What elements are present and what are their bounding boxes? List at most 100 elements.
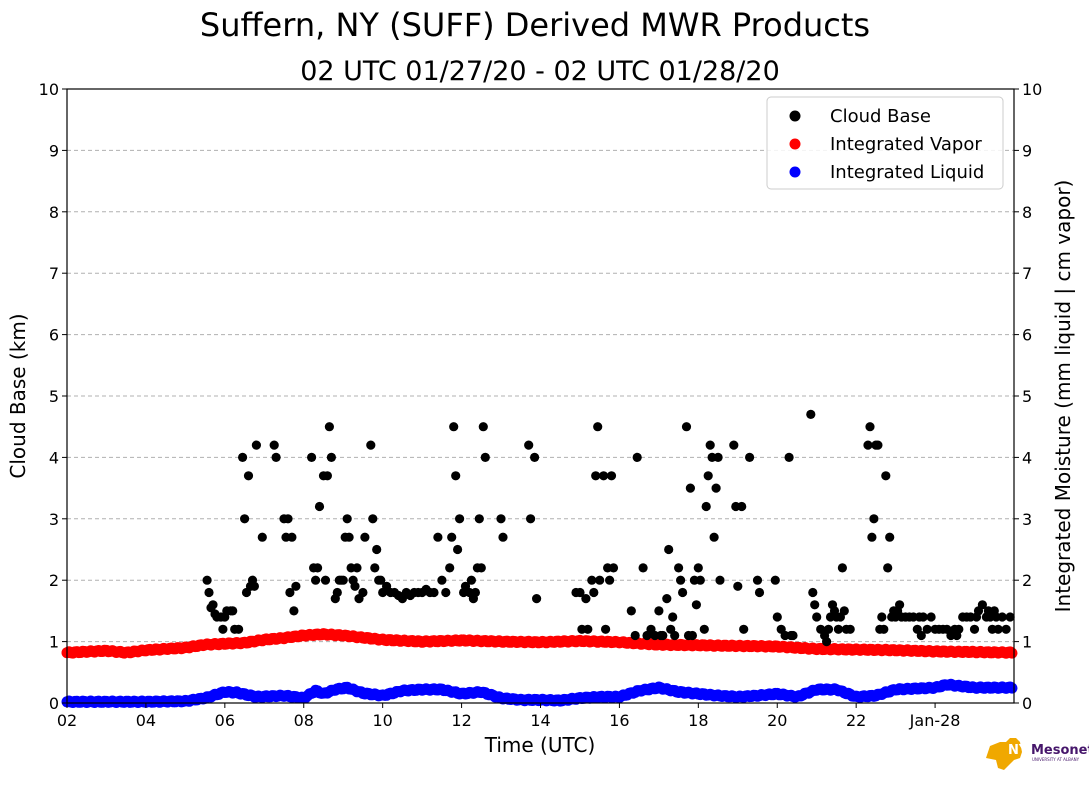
data-point — [739, 624, 749, 634]
data-point — [445, 563, 455, 573]
data-point — [699, 624, 709, 634]
data-point — [466, 575, 476, 585]
data-point — [240, 514, 250, 524]
data-point — [670, 630, 680, 641]
data-point — [358, 587, 368, 598]
chart-subtitle: 02 UTC 01/27/20 - 02 UTC 01/28/20 — [300, 56, 780, 87]
y-tick-label-right: 3 — [1022, 510, 1032, 529]
data-point — [599, 471, 609, 481]
data-point — [249, 581, 259, 591]
data-point — [993, 624, 1003, 634]
y-tick-label-right: 7 — [1022, 264, 1032, 283]
data-point — [808, 587, 818, 598]
data-point — [433, 532, 443, 542]
data-point — [575, 587, 585, 598]
data-point — [676, 575, 686, 585]
data-point — [638, 563, 648, 573]
x-tick-label: 20 — [767, 711, 787, 730]
data-point — [788, 630, 798, 641]
data-point — [873, 440, 883, 450]
y-axis-label-right: Integrated Moisture (mm liquid | cm vapo… — [1051, 180, 1075, 613]
data-point — [885, 532, 895, 542]
data-point — [977, 600, 988, 610]
data-point — [480, 452, 490, 462]
data-point — [478, 422, 488, 432]
data-point — [344, 532, 354, 542]
data-point — [1006, 647, 1018, 659]
y-tick-label-right: 1 — [1022, 633, 1032, 652]
y-tick-label-left: 3 — [49, 510, 59, 529]
data-point — [307, 452, 317, 462]
y-tick-label-right: 6 — [1022, 326, 1032, 345]
data-point — [350, 581, 360, 591]
data-point — [711, 483, 721, 493]
data-point — [326, 452, 336, 462]
x-tick-label: 22 — [846, 711, 866, 730]
data-point — [705, 440, 715, 450]
data-point — [324, 422, 334, 432]
data-point — [313, 563, 323, 573]
data-point — [601, 624, 611, 634]
data-point — [320, 575, 331, 585]
y-tick-label-right: 9 — [1022, 141, 1032, 160]
data-point — [687, 630, 698, 641]
data-point — [453, 544, 463, 555]
data-point — [626, 606, 636, 616]
data-point — [1001, 624, 1011, 634]
data-point — [608, 563, 619, 573]
data-point — [218, 624, 228, 634]
data-point — [202, 575, 212, 585]
data-point — [234, 624, 244, 634]
y-tick-label-left: 1 — [49, 633, 59, 652]
data-point — [530, 452, 540, 462]
data-point — [877, 612, 887, 622]
data-point — [833, 624, 844, 634]
x-tick-label: 18 — [688, 711, 708, 730]
data-point — [269, 440, 279, 450]
data-point — [595, 575, 605, 585]
data-point — [922, 624, 932, 634]
data-point — [926, 612, 936, 622]
data-point — [498, 532, 508, 542]
data-point — [429, 587, 439, 598]
data-point — [437, 575, 447, 585]
data-point — [228, 606, 238, 616]
data-point — [243, 471, 254, 481]
data-point — [1006, 682, 1018, 694]
data-point — [865, 422, 875, 432]
data-point — [289, 606, 299, 616]
legend-marker-integrated-vapor — [789, 138, 801, 150]
y-tick-label-left: 6 — [49, 326, 59, 345]
data-point — [869, 514, 879, 524]
data-point — [291, 581, 301, 591]
data-point — [583, 624, 593, 634]
data-point — [524, 440, 534, 450]
data-point — [845, 624, 855, 634]
data-point — [370, 563, 380, 573]
y-tick-label-left: 0 — [49, 694, 59, 713]
x-tick-label: 16 — [609, 711, 629, 730]
data-point — [806, 409, 816, 419]
data-point — [729, 440, 739, 450]
data-point — [271, 452, 281, 462]
data-point — [589, 587, 599, 598]
legend-label-integrated-vapor: Integrated Vapor — [830, 134, 982, 155]
x-axis-label: Time (UTC) — [484, 733, 596, 757]
x-tick-label: Jan-28 — [909, 711, 961, 730]
data-point — [257, 532, 267, 542]
legend-box — [766, 96, 1004, 190]
data-point — [691, 600, 702, 610]
data-point — [532, 594, 542, 604]
data-point — [863, 440, 873, 450]
y-tick-label-right: 0 — [1022, 694, 1032, 713]
data-point — [997, 612, 1007, 622]
data-point — [916, 630, 926, 641]
data-point — [332, 587, 342, 598]
new-york-state-icon — [986, 738, 1022, 770]
data-point — [867, 532, 877, 542]
y-tick-label-left: 8 — [49, 203, 59, 222]
data-point — [476, 563, 486, 573]
data-point — [745, 452, 755, 462]
data-point — [449, 422, 459, 432]
